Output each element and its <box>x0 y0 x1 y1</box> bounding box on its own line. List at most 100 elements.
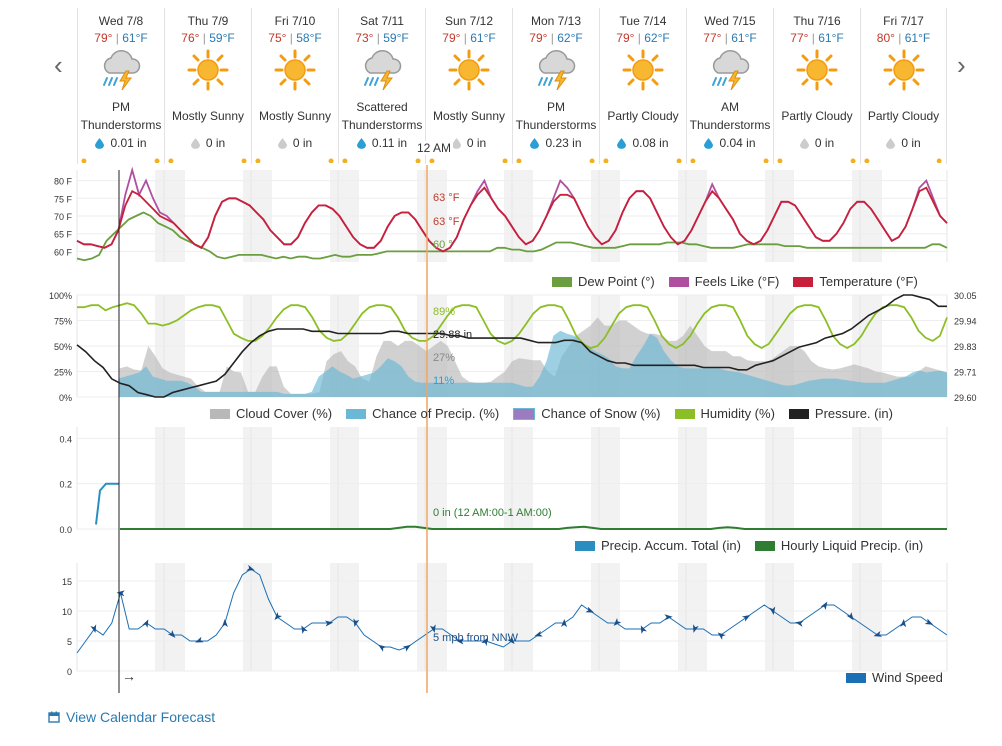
legend-item[interactable]: Cloud Cover (%) <box>210 406 332 421</box>
night-band <box>678 563 707 671</box>
legend-item[interactable]: Hourly Liquid Precip. (in) <box>754 538 924 553</box>
pressure-line <box>76 294 947 398</box>
arrow-label: → <box>122 668 136 684</box>
current-time-label: 12 AM <box>415 141 454 155</box>
legend-label: Pressure. (in) <box>814 406 893 421</box>
wind-direction-arrow <box>402 644 411 652</box>
temperature-legend: Dew Point (°) Feels Like (°F) Temperature … <box>552 274 918 289</box>
accumulation-line <box>95 482 119 525</box>
sunrise-sunset-icon <box>516 158 595 163</box>
day-temps: 77° | 61°F <box>790 31 844 45</box>
sunny-icon <box>883 49 924 91</box>
night-band <box>678 427 707 529</box>
precip-amount: 0.04 in <box>687 136 773 150</box>
legend-item[interactable]: Precip. Accum. Total (in) <box>575 538 741 553</box>
legend-item[interactable]: Chance of Precip. (%) <box>346 406 499 421</box>
day-card[interactable]: Thu 7/9 76° | 59°F Mostly Sunny 0 in <box>164 8 251 164</box>
day-date: Fri 7/10 <box>274 14 316 28</box>
day-card[interactable]: Sat 7/11 73° | 59°F Scattered Thunderstorm… <box>338 8 425 164</box>
wind-direction-arrow <box>924 618 934 625</box>
day-card[interactable]: Mon 7/13 79° | 62°F PM Thunderstorms 0.23 i… <box>512 8 599 164</box>
y-tick-label-right: 30.05 <box>954 291 977 301</box>
low-temp: 61°F <box>731 31 757 45</box>
legend-item[interactable]: Temperature (°F) <box>793 274 918 289</box>
day-temps: 79° | 61°F <box>442 31 496 45</box>
legend-label: Chance of Snow (%) <box>541 406 661 421</box>
day-card[interactable]: Sun 7/12 79° | 61°F Mostly Sunny 0 in <box>425 8 512 164</box>
low-temp: 59°F <box>383 31 409 45</box>
precip-legend: Precip. Accum. Total (in) Hourly Liquid P… <box>575 538 923 553</box>
condition-text: PM Thunderstorms <box>80 100 162 132</box>
day-card[interactable]: Fri 7/10 75° | 58°F Mostly Sunny 0 in <box>251 8 338 164</box>
wind-direction-arrow <box>561 619 568 628</box>
y-tick-label: 100% <box>49 291 72 301</box>
next-arrow[interactable]: › <box>957 50 966 80</box>
legend-item[interactable]: Pressure. (in) <box>788 406 893 421</box>
low-temp: 61°F <box>122 31 148 45</box>
day-card[interactable]: Fri 7/17 80° | 61°F Partly Cloudy 0 in <box>860 8 947 164</box>
wind-direction-arrow <box>195 636 204 643</box>
precip-readout: 0 in (12 AM:00-1 AM:00) <box>433 507 552 519</box>
day-temps: 79° | 62°F <box>616 31 670 45</box>
sunrise-sunset-icon <box>81 158 160 163</box>
y-tick-label-right: 29.94 <box>954 317 977 327</box>
condition-text: Mostly Sunny <box>432 109 506 123</box>
day-card[interactable]: Wed 7/8 79° | 61°F PM Thunderstorms 0.01 in <box>77 8 164 164</box>
precip-amount: 0.23 in <box>513 136 599 150</box>
series-line-1 <box>76 211 948 262</box>
wind-direction-arrow <box>900 619 907 628</box>
wind-direction-arrow <box>274 612 282 621</box>
day-card[interactable]: Tue 7/14 79° | 62°F Partly Cloudy 0.08 in <box>599 8 686 164</box>
panel-4-background <box>76 563 948 671</box>
y-tick-label: 75% <box>54 317 72 327</box>
legend-item[interactable]: Dew Point (°) <box>552 274 655 289</box>
wind-direction-arrow <box>221 619 228 628</box>
y-tick-label: 0.4 <box>59 434 72 444</box>
night-band <box>330 427 359 529</box>
legend-item[interactable]: Feels Like (°F) <box>668 274 780 289</box>
legend-label: Feels Like (°F) <box>694 274 780 289</box>
precip-amount: 0.08 in <box>600 136 686 150</box>
series-line-3 <box>76 186 948 253</box>
day-temps: 77° | 61°F <box>703 31 757 45</box>
legend-swatch <box>754 540 775 551</box>
y-tick-label: 5 <box>67 637 72 647</box>
legend-item[interactable]: Humidity (%) <box>674 406 775 421</box>
low-temp: 61°F <box>818 31 844 45</box>
previous-arrow[interactable]: ‹ <box>54 50 63 80</box>
precip-amount: 0 in <box>426 136 512 150</box>
high-temp: 75° <box>268 31 287 45</box>
sunny-icon <box>796 49 838 91</box>
humidity-readout: 11% <box>433 375 454 387</box>
high-temp: 73° <box>355 31 374 45</box>
legend-item[interactable]: Chance of Snow (%) <box>513 406 661 421</box>
precip-amount: 0 in <box>774 136 860 150</box>
wind-direction-arrow <box>378 644 387 652</box>
day-temps: 80° | 61°F <box>876 31 931 45</box>
wind-direction-arrow <box>324 620 334 627</box>
legend-label: Hourly Liquid Precip. (in) <box>780 538 924 553</box>
low-temp: 61°F <box>470 31 496 45</box>
wind-direction-arrow <box>353 618 360 627</box>
day-temps: 73° | 59°F <box>355 31 409 45</box>
legend-swatch <box>513 407 536 420</box>
legend-item[interactable]: Wind Speed <box>846 670 943 685</box>
temperature-readout: 60 ° <box>433 239 453 251</box>
precip-chance-area <box>118 330 947 397</box>
view-calendar-link[interactable]: View Calendar Forecast <box>48 709 215 725</box>
wind-legend: Wind Speed <box>846 670 943 685</box>
humidity-line <box>77 302 948 350</box>
day-date: Mon 7/13 <box>530 14 582 28</box>
y-tick-label: 10 <box>62 607 72 617</box>
day-card[interactable]: Thu 7/16 77° | 61°F Partly Cloudy 0 in <box>773 8 860 164</box>
sunrise-sunset-icon <box>603 158 682 163</box>
sunrise-sunset-icon <box>342 158 421 163</box>
night-band <box>504 563 533 671</box>
night-band <box>765 427 794 529</box>
condition-text: Mostly Sunny <box>258 109 332 123</box>
wind-direction-arrow <box>846 612 854 621</box>
wind-direction-arrow <box>640 625 647 634</box>
wind-direction-arrow <box>693 624 699 633</box>
day-card[interactable]: Wed 7/15 77° | 61°F AM Thunderstorms 0.04 i… <box>686 8 773 164</box>
y-tick-label: 80 F <box>54 177 73 187</box>
